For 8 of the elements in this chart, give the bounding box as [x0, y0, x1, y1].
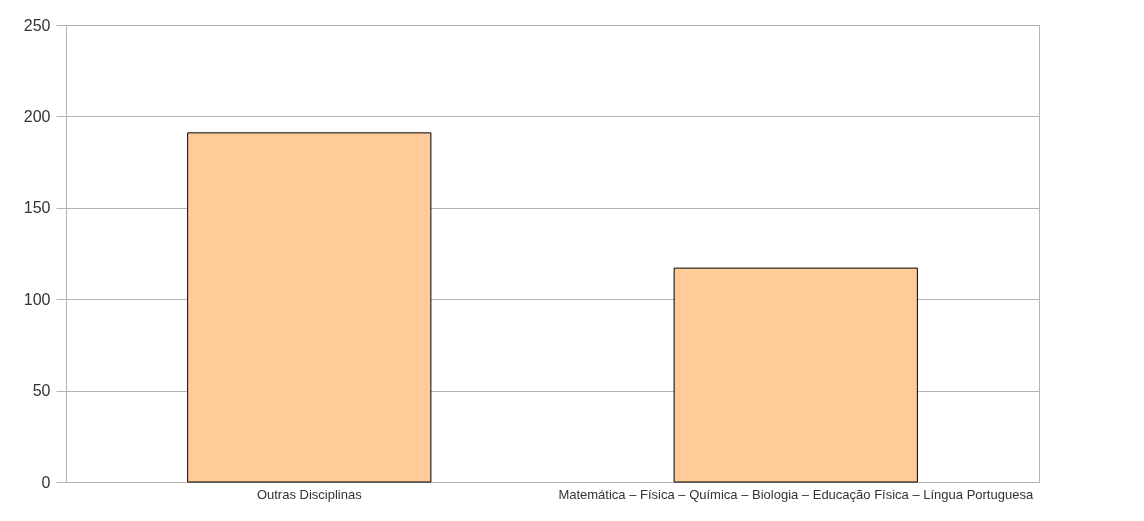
- y-tick-label: 50: [32, 382, 51, 400]
- y-tick-label: 250: [23, 16, 51, 34]
- y-tick-label: 100: [23, 290, 51, 308]
- y-tick-label: 0: [41, 473, 51, 491]
- x-tick-label: Matemática – Física – Química – Biologia – Educação Física – Língua Portuguesa: [558, 486, 1034, 502]
- y-tick-label: 200: [23, 107, 51, 125]
- y-tick-label: 150: [23, 199, 51, 217]
- x-tick-label: Outras Disciplinas: [256, 486, 363, 502]
